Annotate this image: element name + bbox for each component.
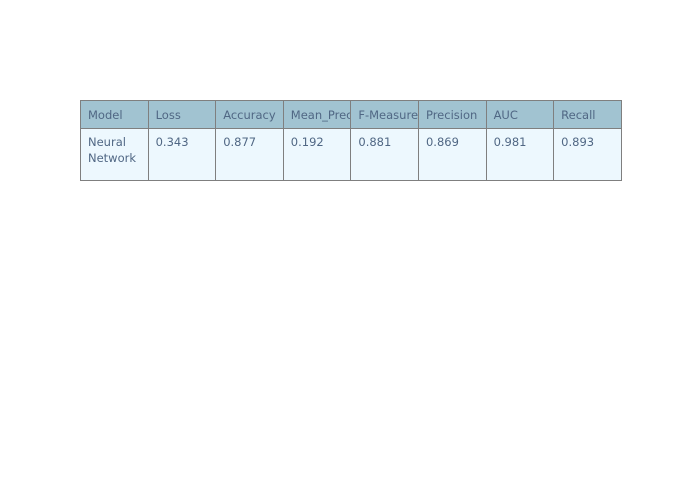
header-cell: F-Measure bbox=[350, 100, 419, 129]
table-cell: 0.881 bbox=[350, 128, 419, 181]
header-cell: Recall bbox=[553, 100, 622, 129]
table-cell: 0.877 bbox=[215, 128, 284, 181]
table-cell: 0.893 bbox=[553, 128, 622, 181]
header-cell: Model bbox=[80, 100, 149, 129]
table-cell: 0.869 bbox=[417, 128, 487, 181]
table-cell: 0.192 bbox=[282, 128, 352, 181]
header-cell: Accuracy bbox=[215, 100, 284, 129]
table-cell: 0.981 bbox=[485, 128, 555, 181]
metrics-table: ModelLossAccuracyMean_PrecisionF-Measure… bbox=[80, 100, 622, 181]
table-cell: Neural Network bbox=[80, 128, 149, 181]
table-cell: 0.343 bbox=[147, 128, 217, 181]
header-cell: Mean_Precision bbox=[282, 100, 352, 129]
header-cell: Precision bbox=[417, 100, 487, 129]
header-row: ModelLossAccuracyMean_PrecisionF-Measure… bbox=[80, 100, 622, 129]
table-row: Neural Network 0.343 0.877 0.192 0.881 0.869 0… bbox=[80, 128, 622, 181]
header-cell: AUC bbox=[485, 100, 555, 129]
header-cell: Loss bbox=[147, 100, 217, 129]
